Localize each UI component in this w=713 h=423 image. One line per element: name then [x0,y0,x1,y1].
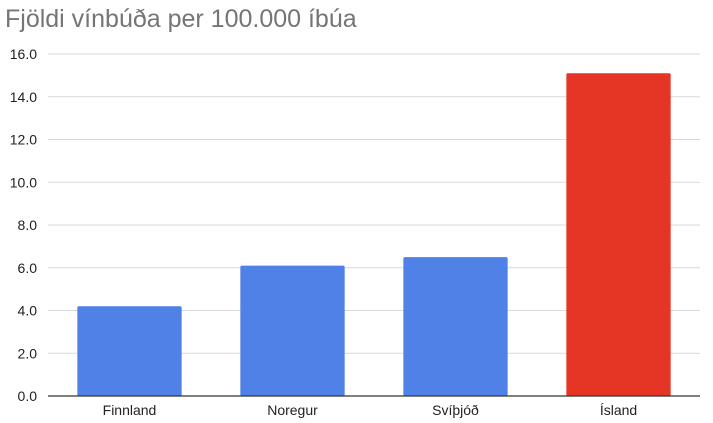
bar-3 [403,257,508,396]
chart-title: Fjöldi vínbúða per 100.000 íbúa [5,5,357,33]
bar-1 [77,306,182,396]
x-category-label: Noregur [267,402,318,418]
y-tick-label: 14.0 [10,89,37,105]
y-tick-label: 12.0 [10,132,37,148]
bars [77,73,671,397]
x-category-label: Svíþjóð [432,402,479,418]
x-category-label: Finnland [103,402,157,418]
y-tick-label: 4.0 [18,303,38,319]
y-axis-ticks: 0.0 2.0 4.0 6.0 8.0 10.0 12.0 14.0 16.0 [10,46,37,404]
x-category-label: Ísland [600,402,637,418]
x-axis-labels: Finnland Noregur Svíþjóð Ísland [103,402,638,418]
y-tick-label: 6.0 [18,260,38,276]
y-tick-label: 0.0 [18,388,38,404]
y-tick-label: 10.0 [10,174,37,190]
y-tick-label: 16.0 [10,46,37,62]
y-tick-label: 8.0 [18,217,38,233]
y-tick-label: 2.0 [18,345,38,361]
bar-4 [566,73,671,397]
bar-2 [240,265,345,396]
